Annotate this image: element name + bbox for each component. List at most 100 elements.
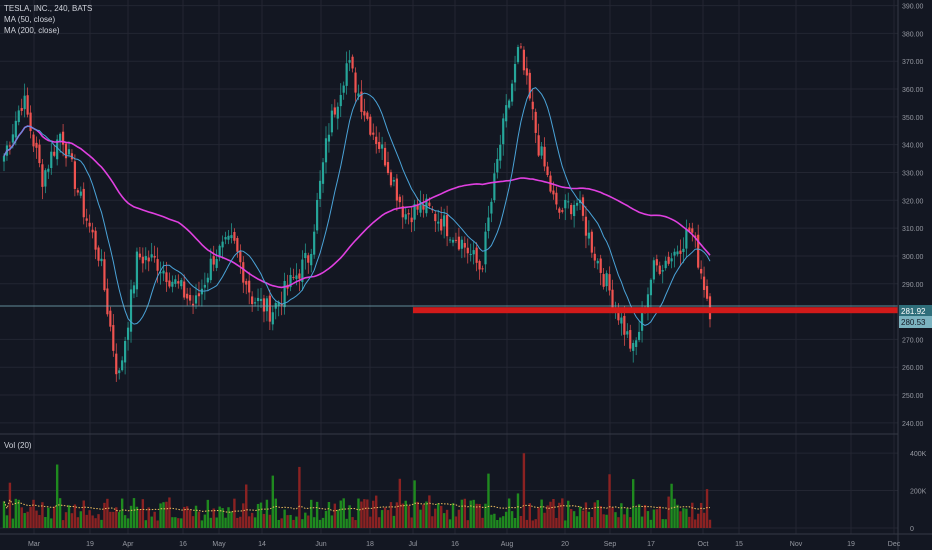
volume-bar	[233, 498, 236, 528]
volume-bar	[185, 506, 189, 528]
vol-label[interactable]: Vol (20)	[4, 441, 32, 450]
time-tick-label: Aug	[501, 541, 514, 548]
candle-body	[212, 256, 215, 265]
volume-bar	[177, 518, 180, 528]
volume-bar	[466, 520, 469, 528]
volume-bar	[569, 509, 573, 528]
price-tick-label: 330.00	[902, 170, 924, 177]
volume-bar	[587, 511, 591, 528]
time-tick-label: 15	[735, 541, 743, 548]
volume-bar	[200, 520, 204, 528]
candle-body	[593, 253, 596, 261]
ma200-line	[3, 125, 711, 289]
volume-bar	[351, 517, 354, 528]
volume-bar	[407, 505, 410, 528]
candle-body	[702, 276, 706, 290]
candle-body	[348, 60, 351, 63]
candle-body	[664, 260, 667, 269]
candle-body	[206, 277, 209, 283]
volume-bar	[516, 493, 520, 528]
candle-body	[632, 342, 635, 351]
time-axis[interactable]: Mar 19 Apr 16 May 14 Jun 18 Jul 16 Aug 20 Sep 17 Oct 15…	[28, 541, 901, 548]
volume-bar	[171, 517, 174, 528]
candle-body	[330, 110, 333, 133]
time-tick-label: 19	[86, 541, 94, 548]
volume-bar	[250, 512, 254, 528]
volume-bar	[64, 512, 68, 528]
candle-body	[298, 273, 301, 279]
volume-bar	[652, 509, 656, 528]
volume-bar	[262, 513, 266, 528]
volume-bar	[658, 506, 661, 528]
price-tick-label: 350.00	[902, 115, 924, 122]
candle-body	[558, 208, 561, 213]
volume-bar	[156, 520, 159, 528]
volume-bar	[318, 519, 322, 528]
volume-bar	[490, 514, 493, 528]
candle-body	[295, 275, 298, 279]
candle-body	[469, 253, 472, 255]
candle-body	[676, 251, 679, 255]
candle-body	[369, 116, 372, 135]
volume-bar	[392, 515, 396, 528]
volume-bar	[123, 515, 127, 528]
candle-body	[422, 204, 425, 210]
volume-bar	[277, 519, 280, 528]
volume-bar	[330, 515, 334, 528]
candle-body	[109, 310, 112, 327]
svg-text:281.92: 281.92	[901, 307, 926, 316]
candle-body	[132, 285, 136, 294]
volume-bar	[218, 506, 221, 528]
candle-body	[239, 250, 242, 263]
volume-bar	[386, 510, 390, 528]
volume-bar	[162, 502, 165, 528]
volume-bar	[253, 517, 257, 528]
symbol-label[interactable]: TESLA, INC., 240, BATS	[4, 4, 93, 13]
volume-bar	[82, 500, 85, 528]
time-tick-label: 20	[561, 541, 569, 548]
volume-bar	[369, 516, 372, 528]
volume-bar	[620, 503, 623, 528]
volume-bar	[2, 501, 6, 528]
volume-bar	[431, 516, 434, 528]
candle-body	[602, 274, 605, 287]
volume-bars	[2, 453, 712, 528]
candle-body	[445, 214, 449, 237]
candle-body	[661, 270, 664, 272]
volume-bar	[510, 511, 514, 528]
volume-bar	[8, 482, 12, 528]
volume-bar	[182, 506, 186, 528]
candle-body	[561, 210, 564, 212]
volume-bar	[304, 512, 307, 528]
candle-body	[20, 108, 23, 111]
volume-bar	[327, 502, 331, 528]
candle-body	[324, 138, 328, 163]
volume-bar	[448, 519, 452, 528]
volume-bar	[614, 512, 617, 528]
volume-tick-label: 400K	[910, 451, 927, 458]
price-tick-label: 380.00	[902, 31, 924, 38]
candle-body	[289, 275, 292, 288]
ma50-label[interactable]: MA (50, close)	[4, 15, 56, 24]
support-zone[interactable]	[413, 307, 898, 314]
volume-bar	[47, 507, 50, 528]
volume-tick-label: 200K	[910, 489, 927, 496]
volume-bar	[53, 506, 56, 528]
volume-bar	[118, 511, 121, 528]
candle-body	[567, 201, 570, 203]
candle-body	[126, 327, 130, 340]
volume-bar	[141, 499, 145, 528]
price-axis[interactable]: 390.00 380.00 370.00 360.00 350.00 340.00 330.…	[902, 4, 924, 428]
candle-body	[363, 111, 366, 116]
candle-body	[428, 202, 431, 206]
candle-body	[253, 302, 257, 304]
volume-bar	[301, 519, 304, 528]
candle-body	[510, 83, 514, 102]
volume-bar	[239, 516, 242, 528]
ma200-label[interactable]: MA (200, close)	[4, 26, 60, 35]
candle-body	[404, 214, 407, 220]
candle-body	[121, 360, 124, 371]
volume-bar	[472, 499, 475, 528]
volume-bar	[247, 516, 251, 528]
